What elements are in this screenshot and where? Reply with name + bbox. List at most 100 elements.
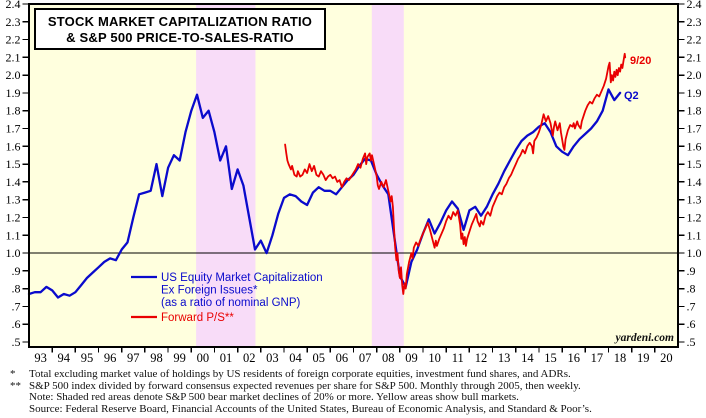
- y-tick-label-left: 1.2: [6, 210, 21, 224]
- y-tick-label-left: .9: [12, 264, 21, 278]
- x-tick-label: 19: [637, 351, 650, 365]
- footnote-text: Note: Shaded red areas denote S&P 500 be…: [29, 391, 519, 404]
- bear-market-band-1: [196, 4, 256, 347]
- legend-label-market-cap-line-1: US Equity Market Capitalization: [161, 272, 323, 284]
- x-tick-label: 10: [428, 351, 441, 365]
- y-tick-label-left: .8: [12, 282, 21, 296]
- x-tick-label: 17: [591, 351, 604, 365]
- x-tick-label: 08: [382, 351, 395, 365]
- y-tick-label-right: .8: [687, 282, 696, 296]
- y-tick-label-left: 2.0: [6, 68, 21, 82]
- y-tick-label-left: 2.2: [6, 33, 21, 47]
- title-box: STOCK MARKET CAPITALIZATION RATIO & S&P …: [34, 8, 326, 50]
- y-tick-label-left: .5: [12, 335, 21, 349]
- x-tick-label: 04: [289, 351, 302, 365]
- footnote-marker: [8, 392, 29, 404]
- y-tick-label-right: 1.0: [687, 246, 702, 260]
- footnote-row-4: Source: Federal Reserve Board, Financial…: [8, 402, 704, 416]
- x-tick-label: 99: [173, 351, 186, 365]
- chart-title-line-2: & S&P 500 PRICE-TO-SALES-RATIO: [66, 30, 294, 45]
- x-tick-label: 03: [266, 351, 279, 365]
- x-tick-label: 98: [150, 351, 163, 365]
- y-tick-label-left: 1.6: [6, 139, 21, 153]
- yardeni-watermark: yardeni.com: [614, 332, 675, 344]
- y-tick-label-left: 2.3: [6, 15, 21, 29]
- y-tick-label-left: .7: [12, 299, 21, 313]
- x-tick-label: 96: [104, 351, 117, 365]
- y-tick-label-right: 2.1: [687, 50, 702, 64]
- x-tick-label: 05: [312, 351, 325, 365]
- x-tick-label: 93: [34, 351, 47, 365]
- title-box-border: [34, 8, 326, 50]
- y-tick-label-right: 2.3: [687, 15, 702, 29]
- y-tick-label-right: 1.7: [687, 122, 702, 136]
- y-tick-label-right: 1.2: [687, 210, 702, 224]
- footnote-text: S&P 500 index divided by forward consens…: [29, 379, 581, 392]
- legend-label-market-cap-line-2: Ex Foreign Issues*: [161, 285, 258, 297]
- series-line-forward-ps: [284, 52, 627, 295]
- x-tick-label: 94: [58, 351, 71, 365]
- y-tick-label-right: 2.2: [687, 33, 702, 47]
- chart-title-line-1: STOCK MARKET CAPITALIZATION RATIO: [48, 14, 312, 29]
- y-tick-label-right: 1.4: [687, 175, 702, 189]
- y-tick-label-right: .9: [687, 264, 696, 278]
- y-tick-label-right: 1.8: [687, 104, 702, 118]
- y-tick-label-left: 1.3: [6, 193, 21, 207]
- x-tick-label: 12: [475, 351, 488, 365]
- footnotes: * Total excluding market value of holdin…: [8, 368, 704, 416]
- footnote-marker: **: [10, 379, 21, 392]
- y-tick-label-left: 1.1: [6, 228, 21, 242]
- x-tick-label: 09: [405, 351, 418, 365]
- y-tick-label-right: .5: [687, 335, 696, 349]
- y-tick-label-right: 2.0: [687, 68, 702, 82]
- y-tick-label-left: 1.7: [6, 122, 21, 136]
- chart-overlay: STOCK MARKET CAPITALIZATION RATIO & S&P …: [34, 8, 675, 344]
- x-tick-label: 18: [614, 351, 627, 365]
- legend: US Equity Market Capitalization Ex Forei…: [131, 272, 323, 324]
- y-tick-label-right: 1.6: [687, 139, 702, 153]
- stock-market-cap-ratio-chart: .5 .5 .6 .6 .7 .7 .8 .8 .9 .9 1.0 1.0 1.1 1.1 1.2 1.2 1.…: [6, 0, 702, 365]
- y-tick-label-right: 2.4: [687, 0, 702, 11]
- y-tick-label-right: 1.5: [687, 157, 702, 171]
- series-end-label-market-cap: Q2: [624, 90, 639, 102]
- x-tick-label: 20: [660, 351, 673, 365]
- footnote-text: Source: Federal Reserve Board, Financial…: [29, 402, 592, 415]
- x-tick-label: 07: [359, 351, 372, 365]
- x-tick-label: 01: [220, 351, 233, 365]
- legend-label-forward-ps: Forward P/S**: [161, 312, 234, 324]
- footnote-text: Total excluding market value of holdings…: [29, 368, 571, 380]
- footnote-row-3: Note: Shaded red areas denote S&P 500 be…: [8, 392, 704, 404]
- x-tick-label: 15: [544, 351, 557, 365]
- x-tick-label: 02: [243, 351, 256, 365]
- y-tick-label-right: .7: [687, 299, 696, 313]
- x-tick-label: 00: [197, 351, 210, 365]
- legend-label-market-cap-line-3: (as a ratio of nominal GNP): [161, 297, 301, 309]
- y-tick-label-left: 1.0: [6, 246, 21, 260]
- footnote-row-2: ** S&P 500 index divided by forward cons…: [8, 379, 704, 393]
- x-tick-label: 97: [127, 351, 140, 365]
- y-tick-label-right: .6: [687, 317, 696, 331]
- x-tick-label: 06: [336, 351, 349, 365]
- y-tick-label-left: 1.5: [6, 157, 21, 171]
- y-tick-label-left: 2.4: [6, 0, 21, 11]
- x-tick-label: 11: [452, 351, 464, 365]
- y-tick-label-left: 1.8: [6, 104, 21, 118]
- footnote-marker: [8, 404, 29, 416]
- y-tick-label-left: 2.1: [6, 50, 21, 64]
- x-tick-label: 14: [521, 351, 534, 365]
- series-line-market-cap: [27, 88, 622, 299]
- y-tick-label-right: 1.1: [687, 228, 702, 242]
- y-tick-label-left: 1.4: [6, 175, 21, 189]
- plot-layers: .5 .5 .6 .6 .7 .7 .8 .8 .9 .9 1.0 1.0 1.1 1.1 1.2 1.2 1.…: [6, 0, 702, 365]
- x-tick-label: 16: [567, 351, 580, 365]
- y-tick-label-left: .6: [12, 317, 21, 331]
- y-tick-label-left: 1.9: [6, 86, 21, 100]
- series-end-label-forward-ps: 9/20: [630, 55, 651, 67]
- y-tick-label-right: 1.3: [687, 193, 702, 207]
- x-tick-label: 13: [498, 351, 511, 365]
- footnote-marker: *: [10, 368, 16, 380]
- footnote-row-1: * Total excluding market value of holdin…: [8, 368, 704, 381]
- x-tick-label: 95: [81, 351, 94, 365]
- y-tick-label-right: 1.9: [687, 86, 702, 100]
